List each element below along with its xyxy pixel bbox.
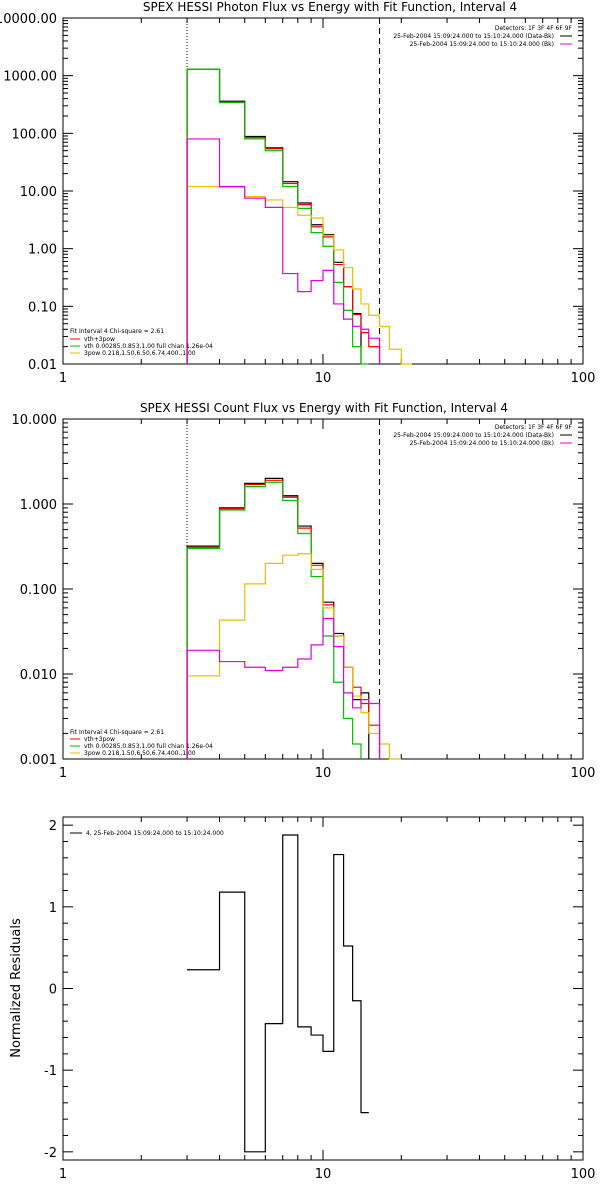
y-tick-label: 100.00 [12,127,58,142]
series-bk-step-line [186,617,381,759]
photon-flux-title: SPEX HESSI Photon Flux vs Energy with Fi… [143,0,517,14]
y-tick-label: 2 [49,819,57,834]
photon-flux-legend-vth: vth 0.00285,0.853,1.00 full chian 1.26e-… [84,343,213,350]
residuals-panel: Normalized Residuals 1 10 100 -2 -1 0 1 2 4, 25… [9,816,595,1182]
residuals-legend: 4, 25-Feb-2004 15:09:24.000 to 15:10:24.… [70,830,224,837]
count-flux-legend-top-right: Detectors: 1F 3F 4F 6F 9F 25-Feb-2004 15… [393,424,572,447]
series-bk-step-line [186,138,381,364]
count-flux-series [186,477,402,760]
count-flux-legend-detectors: Detectors: 1F 3F 4F 6F 9F [495,424,573,431]
x-tick-label: 100 [571,766,596,781]
y-tick-label: 0.10 [28,300,57,315]
y-tick-label: 1.00 [28,243,57,258]
count-flux-legend-3pow: 3pow 0.218,1.50,6.50,6.74,400.,1.00 [84,750,196,757]
photon-flux-legend-vth3pow: vth+3pow [84,336,115,343]
y-tick-label: 1 [49,901,57,916]
count-flux-legend-data-bk: 25-Feb-2004 15:09:24.000 to 15:10:24.000… [393,432,554,439]
y-tick-label: -1 [44,1064,57,1079]
y-tick-label: 1.000 [20,498,57,513]
series-vth-step-line [186,481,362,759]
x-tick-label: 1 [59,371,67,386]
count-flux-legend-bk: 25-Feb-2004 15:09:24.000 to 15:10:24.000… [410,440,554,447]
series-vth-3pow-step-line [186,479,381,759]
photon-flux-legend-data-bk: 25-Feb-2004 15:09:24.000 to 15:10:24.000… [393,33,554,40]
count-flux-title: SPEX HESSI Count Flux vs Energy with Fit… [140,401,508,415]
y-tick-label: 0.01 [28,358,57,373]
y-tick-label: 10000.00 [0,12,57,27]
photon-flux-legend-bk: 25-Feb-2004 15:09:24.000 to 15:10:24.000… [410,41,554,48]
count-flux-legend-bottom-left: Fit Interval 4 Chi-square = 2.61 vth+3po… [70,729,213,757]
photon-flux-legend-bottom-left: Fit Interval 4 Chi-square = 2.61 vth+3po… [70,328,213,357]
residuals-series [187,834,369,1153]
x-tick-label: 10 [315,766,332,781]
residuals-plot-frame [62,816,584,1161]
series-residuals-step-line [187,834,369,1153]
series-3pow-step-line [186,553,402,760]
x-tick-label: 100 [571,1167,596,1182]
series-data-bk-step-line [186,477,370,759]
photon-flux-panel: SPEX HESSI Photon Flux vs Energy with Fi… [0,0,595,386]
x-tick-label: 100 [571,371,596,386]
photon-flux-legend-3pow: 3pow 0.218,1.50,6.50,6.74,400.,1.00 [84,350,196,357]
count-flux-ticks: 1 10 100 0.001 0.010 0.100 1.000 10.000 [12,413,596,781]
residuals-legend-label: 4, 25-Feb-2004 15:09:24.000 to 15:10:24.… [86,830,224,837]
y-tick-label: -2 [44,1146,57,1161]
y-tick-label: 10.00 [20,185,57,200]
series-3pow-step-line [186,185,413,365]
count-flux-legend-vth3pow: vth+3pow [84,736,115,743]
y-tick-label: 10.000 [12,413,58,428]
x-tick-label: 1 [59,1167,67,1182]
photon-flux-series [186,68,413,365]
photon-flux-legend-fit: Fit Interval 4 Chi-square = 2.61 [70,328,164,335]
residuals-ticks: 1 10 100 -2 -1 0 1 2 [44,817,595,1182]
series-data-bk-step-line [186,68,362,364]
count-flux-vlines [186,419,381,759]
series-vth-step-line [186,68,369,365]
y-tick-label: 0.010 [20,668,57,683]
y-tick-label: 0.100 [20,583,57,598]
photon-flux-ticks: 1 10 100 0.01 0.10 1.00 10.00 100.00 1000.00 1000… [0,12,595,386]
x-tick-label: 10 [315,371,332,386]
photon-flux-plot-frame [62,17,584,365]
y-tick-label: 0 [49,983,57,998]
photon-flux-legend-top-right: Detectors: 1F 3F 4F 6F 9F 25-Feb-2004 15… [393,25,572,48]
photon-flux-legend-detectors: Detectors: 1F 3F 4F 6F 9F [495,25,573,32]
photon-flux-vlines [186,18,381,364]
x-tick-label: 10 [315,1167,332,1182]
count-flux-panel: SPEX HESSI Count Flux vs Energy with Fit… [12,401,596,781]
count-flux-legend-vth: vth 0.00285,0.853,1.00 full chian 1.26e-… [84,743,213,750]
residuals-ylabel: Normalized Residuals [9,918,24,1058]
y-tick-label: 0.001 [20,753,57,768]
count-flux-legend-fit: Fit Interval 4 Chi-square = 2.61 [70,729,164,736]
y-tick-label: 1000.00 [3,70,57,85]
x-tick-label: 1 [59,766,67,781]
